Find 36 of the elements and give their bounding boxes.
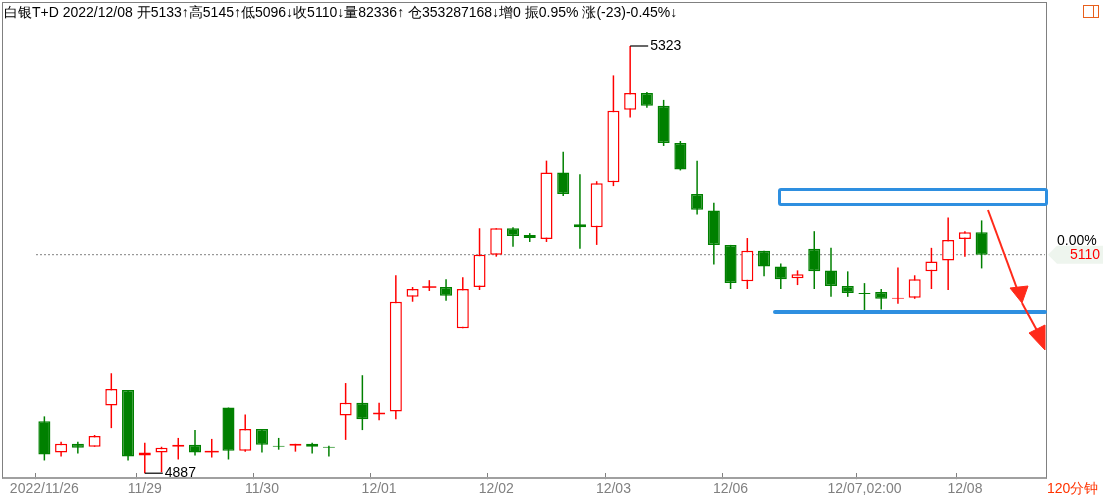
candlestick bbox=[239, 413, 252, 453]
chart-title: 白银T+D 2022/12/08 开5133↑高5145↑低5096↓收5110↓量82336↑ 仓353287168↓增0 振0.95% 涨(-23)-0.45%↓ bbox=[4, 4, 678, 22]
candlestick bbox=[105, 372, 118, 429]
candlestick bbox=[808, 230, 821, 290]
text: 120分钟 bbox=[1047, 480, 1099, 498]
annotation: 4887 bbox=[164, 464, 197, 481]
x-tick-label: 12/03 bbox=[595, 480, 632, 497]
candlestick bbox=[942, 216, 955, 291]
x-tick-label: 11/30 bbox=[244, 480, 280, 497]
candlestick bbox=[188, 429, 202, 457]
x-tick-label: 2022/11/26 bbox=[9, 480, 80, 497]
candlestick bbox=[506, 226, 520, 248]
x-tick-label: 12/01 bbox=[361, 480, 397, 497]
candlestick bbox=[958, 230, 971, 258]
candlestick bbox=[875, 288, 888, 311]
candlestick bbox=[339, 382, 352, 441]
x-tick-label: 12/06 bbox=[713, 480, 749, 497]
candlestick bbox=[758, 250, 771, 278]
candlestick bbox=[824, 247, 838, 298]
x-tick-label: 12/02 bbox=[478, 480, 514, 497]
ref-line-label: 5110 bbox=[1069, 245, 1101, 262]
candlestick bbox=[858, 282, 871, 313]
annotation: 5323 bbox=[650, 36, 682, 53]
candlestick bbox=[975, 219, 988, 270]
x-tick-label: 12/08 bbox=[947, 480, 983, 497]
candlestick bbox=[557, 151, 570, 197]
candlestick bbox=[356, 374, 369, 431]
candlestick bbox=[774, 262, 787, 290]
candlestick bbox=[674, 140, 687, 172]
x-tick-label: 11/29 bbox=[127, 480, 162, 497]
candlestick bbox=[925, 247, 938, 290]
text: 0.00% bbox=[1057, 232, 1097, 248]
x-tick-label: 12/07,02:00 bbox=[827, 480, 902, 497]
candlestick bbox=[490, 227, 503, 258]
candlestick bbox=[624, 45, 637, 119]
candlestick bbox=[691, 159, 704, 216]
